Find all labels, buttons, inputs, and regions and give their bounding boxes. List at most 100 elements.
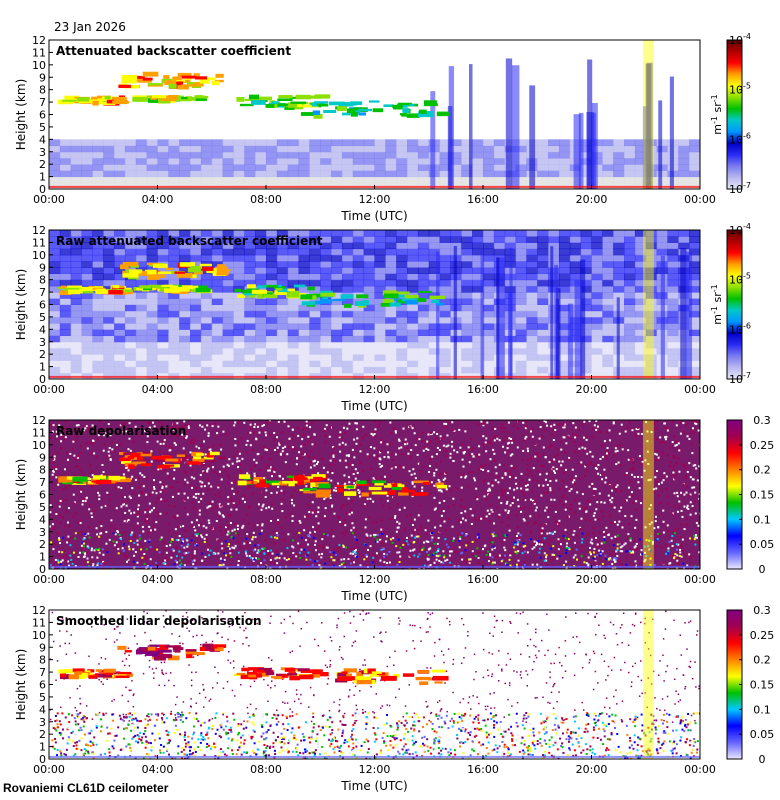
y-tick-label: 2 [39, 538, 46, 551]
y-tick-label: 11 [32, 46, 46, 59]
x-tick-label: 00:00 [684, 573, 716, 586]
y-tick-label: 4 [39, 323, 46, 336]
y-tick-label: 12 [32, 414, 46, 427]
x-axis-label: Time (UTC) [340, 589, 407, 603]
x-tick-label: 04:00 [142, 383, 174, 396]
station-label: Rovaniemi CL61D ceilometer [3, 781, 169, 795]
y-tick-label: 7 [39, 476, 46, 489]
y-tick-label: 3 [39, 336, 46, 349]
date-label: 23 Jan 2026 [54, 20, 126, 34]
panel-4: Smoothed lidar depolarisation01234567891… [14, 604, 774, 793]
heatmap-field [49, 610, 700, 759]
y-tick-label: 11 [32, 616, 46, 629]
x-tick-label: 00:00 [33, 383, 65, 396]
y-tick-label: 6 [39, 109, 46, 122]
x-tick-label: 08:00 [250, 573, 282, 586]
x-tick-label: 00:00 [684, 193, 716, 206]
y-tick-label: 4 [39, 703, 46, 716]
x-tick-label: 12:00 [359, 573, 391, 586]
y-tick-label: 10 [32, 59, 46, 72]
x-tick-label: 00:00 [33, 763, 65, 776]
y-tick-label: 9 [39, 641, 46, 654]
colorbar-unit-label: m-1 sr-1 [710, 94, 724, 134]
x-tick-label: 00:00 [684, 763, 716, 776]
y-axis-label: Height (km) [14, 79, 28, 150]
colorbar-tick-label: 0 [759, 753, 766, 766]
y-tick-label: 3 [39, 146, 46, 159]
y-tick-label: 8 [39, 84, 46, 97]
colorbar-tick-label: 0.2 [753, 654, 771, 667]
y-axis-label: Height (km) [14, 269, 28, 340]
colorbar-tick-label: 0.25 [750, 629, 775, 642]
y-tick-label: 7 [39, 666, 46, 679]
y-tick-label: 2 [39, 728, 46, 741]
y-tick-label: 12 [32, 34, 46, 47]
panel-title: Smoothed lidar depolarisation [56, 614, 262, 628]
heatmap-field [49, 420, 700, 569]
y-tick-label: 11 [32, 236, 46, 249]
y-axis-label: Height (km) [14, 649, 28, 720]
colorbar-tick-label: 10-5 [729, 82, 751, 97]
colorbar-unit-label: m-1 sr-1 [710, 284, 724, 324]
colorbar-tick-label: 10-4 [729, 32, 751, 47]
y-tick-label: 8 [39, 274, 46, 287]
y-tick-label: 7 [39, 96, 46, 109]
colorbar-tick-label: 10-6 [729, 131, 751, 146]
x-axis-label: Time (UTC) [340, 399, 407, 413]
colorbar-tick-label: 0.1 [753, 513, 771, 526]
y-tick-label: 10 [32, 439, 46, 452]
x-tick-label: 20:00 [576, 193, 608, 206]
x-tick-label: 16:00 [467, 573, 499, 586]
panel-2: Raw attenuated backscatter coefficient 0 1… [14, 222, 751, 413]
x-tick-label: 00:00 [33, 193, 65, 206]
x-tick-label: 08:00 [250, 763, 282, 776]
heatmap-field [49, 230, 700, 379]
panel-3: Raw depolarisation0123456789101112Height… [14, 414, 774, 603]
x-tick-label: 12:00 [359, 383, 391, 396]
y-tick-label: 4 [39, 133, 46, 146]
y-tick-label: 5 [39, 691, 46, 704]
heatmap-field [49, 40, 700, 189]
x-tick-label: 12:00 [359, 193, 391, 206]
y-tick-label: 1 [39, 551, 46, 564]
y-axis-label: Height (km) [14, 459, 28, 530]
x-tick-label: 20:00 [576, 573, 608, 586]
y-tick-label: 0 [39, 373, 46, 386]
y-tick-label: 7 [39, 286, 46, 299]
x-tick-label: 12:00 [359, 763, 391, 776]
x-tick-label: 00:00 [684, 383, 716, 396]
x-tick-label: 20:00 [576, 763, 608, 776]
y-tick-label: 11 [32, 426, 46, 439]
y-tick-label: 8 [39, 464, 46, 477]
x-tick-label: 20:00 [576, 383, 608, 396]
y-tick-label: 0 [39, 563, 46, 576]
y-tick-label: 4 [39, 513, 46, 526]
x-tick-label: 04:00 [142, 763, 174, 776]
colorbar-tick-label: 0.25 [750, 439, 775, 452]
colorbar-tick-label: 10-4 [729, 222, 751, 237]
x-axis-label: Time (UTC) [340, 779, 407, 793]
y-tick-label: 12 [32, 604, 46, 617]
colorbar-tick-label: 10-7 [729, 371, 751, 386]
colorbar-tick-label: 10-5 [729, 272, 751, 287]
colorbar-tick-label: 0 [759, 563, 766, 576]
colorbar-tick-label: 0.15 [750, 679, 775, 692]
x-tick-label: 00:00 [33, 573, 65, 586]
x-tick-label: 04:00 [142, 573, 174, 586]
y-tick-label: 9 [39, 71, 46, 84]
y-tick-label: 12 [32, 224, 46, 237]
panel-title: Raw attenuated backscatter coefficient [56, 234, 323, 248]
colorbar-tick-label: 0.1 [753, 703, 771, 716]
colorbar-tick-label: 0.15 [750, 489, 775, 502]
x-tick-label: 16:00 [467, 383, 499, 396]
colorbar-tick-label: 0.2 [753, 464, 771, 477]
y-tick-label: 6 [39, 299, 46, 312]
y-tick-label: 1 [39, 171, 46, 184]
x-tick-label: 16:00 [467, 193, 499, 206]
colorbar-tick-label: 0.3 [753, 604, 771, 617]
y-tick-label: 0 [39, 753, 46, 766]
panel-1: Attenuated backscatter coefficient012345… [14, 32, 751, 223]
y-tick-label: 5 [39, 121, 46, 134]
colorbar: 0 0.05 0.1 0.15 0.2 0.25 0.3 [726, 604, 775, 766]
colorbar-tick-label: 0.05 [750, 538, 775, 551]
